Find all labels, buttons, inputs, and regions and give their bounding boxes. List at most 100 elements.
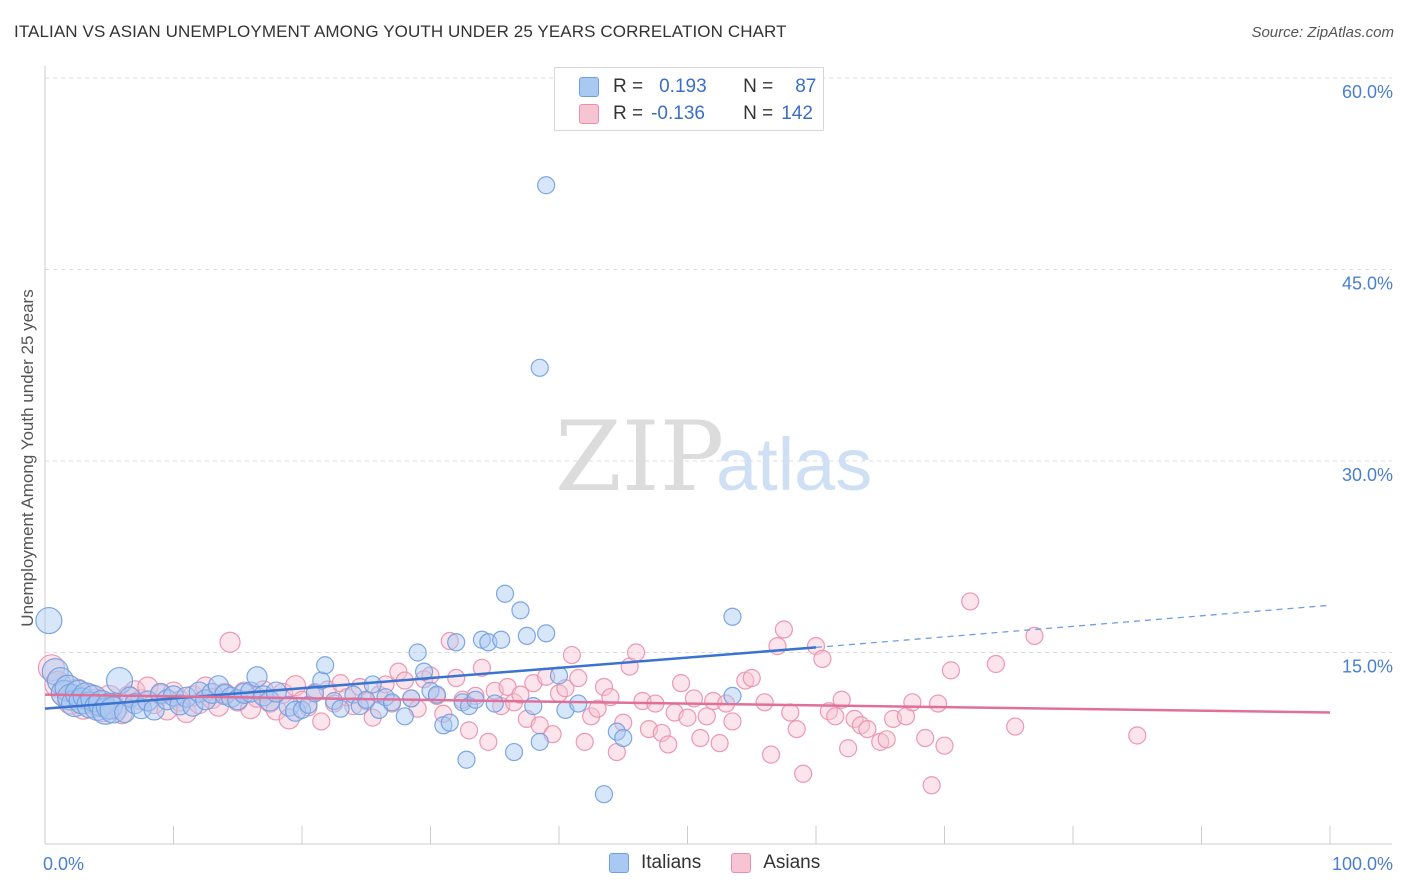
x-tick-label: 100.0% [1332,854,1393,874]
italians-point [492,630,511,649]
italians-point [614,728,633,748]
source-label: Source: ZipAtlas.com [1251,24,1394,41]
legend-n-value: 142 [781,103,813,124]
legend-r-label: R = [613,103,644,124]
x-tick-labels: 0.0% 100.0% [43,854,1393,874]
italians-swatch [609,853,629,873]
legend-item-italians[interactable]: Italians [609,852,701,874]
trend-lines [44,604,1331,714]
italians-label: Italians [641,852,702,873]
legend-r-value: 0.193 [659,76,707,97]
y-axis-label: Unemployment Among Youth under 25 years [18,289,37,626]
italians-point [95,692,123,720]
asians-point [472,658,491,677]
italians-point [414,662,434,681]
asians-point [569,668,588,688]
asians-point [1128,726,1147,745]
y-tick-label: 45.0% [1342,274,1393,294]
italians-point [363,675,382,694]
italians-point [299,695,318,714]
y-tick-label: 15.0% [1342,657,1393,677]
asians-point [575,732,594,751]
italians-trend-line [44,646,817,710]
asians-point [922,776,941,795]
italians-point [35,606,63,635]
correlation-legend: R = 0.193 N = 87 R = -0.136 N = 142 [554,67,824,131]
asians-point [447,668,466,688]
y-tick-label: 30.0% [1342,465,1393,485]
asians-point [479,732,498,751]
series-legend: Italians Asians [609,852,850,874]
italians-point [485,694,504,713]
asians-point [787,719,806,739]
italians-point [246,666,268,688]
chart-title: ITALIAN VS ASIAN UNEMPLOYMENT AMONG YOUT… [14,22,787,41]
asians-point [511,685,530,704]
italians-point [537,176,556,195]
asians-swatch [731,853,752,873]
asians-point [755,693,774,712]
italians-point [495,584,515,603]
asians-point [312,712,331,731]
legend-n-label: N = [743,76,774,97]
italians-point [457,750,476,769]
asians-point [723,712,742,731]
legend-row-italians: R = 0.193 N = 87 [579,75,816,99]
asians-point [832,690,851,709]
italians-point [530,358,549,377]
legend-swatch-italians [579,77,599,97]
asians-point [935,736,954,755]
asians-point [781,703,800,722]
asians-point [1006,717,1025,736]
italians-point [408,643,427,662]
asians-label: Asians [763,852,821,873]
italians-point [447,633,466,652]
legend-r-label: R = [613,76,644,97]
asians-point [794,764,813,783]
asians-point [903,693,922,712]
asians-point [774,620,793,639]
asians-point [761,745,781,764]
asians-point [710,734,729,753]
asians-point [652,723,671,743]
italians-point [105,666,134,695]
asians-point [928,694,948,713]
asians-point [1025,626,1044,646]
italians-point [723,686,742,706]
asians-point [562,645,581,665]
asians-point [678,708,697,727]
asians-point [459,721,479,740]
italians-point [511,601,530,620]
asians-point [961,592,980,611]
legend-r-value: -0.136 [651,103,705,124]
italians-point [569,694,588,713]
asians-point [614,713,633,732]
italians-point [723,607,742,626]
watermark-zip: ZIP [555,401,724,513]
italians-point [316,656,335,675]
legend-n-label: N = [743,103,774,124]
asians-point [691,728,710,748]
italians-point [331,699,350,718]
asians-point [941,661,961,680]
asians-point [916,728,935,748]
asians-point [440,631,459,651]
italians-point [382,693,402,712]
asians-point [588,699,607,718]
asians-point [826,707,845,726]
asians-point [284,675,307,697]
y-tick-label: 60.0% [1342,82,1393,102]
watermark: ZIP atlas [555,401,872,513]
asians-point [219,631,241,653]
asians-point [986,654,1006,674]
legend-item-asians[interactable]: Asians [731,852,820,874]
asians-point [742,668,761,688]
legend-n-value: 87 [795,76,817,97]
asians-point [659,735,678,754]
italians-point [440,713,459,732]
asians-point [626,643,646,662]
legend-row-asians: R = -0.136 N = 142 [579,102,813,126]
italians-trend-extension [815,604,1331,649]
x-tick-label: 0.0% [43,854,84,874]
